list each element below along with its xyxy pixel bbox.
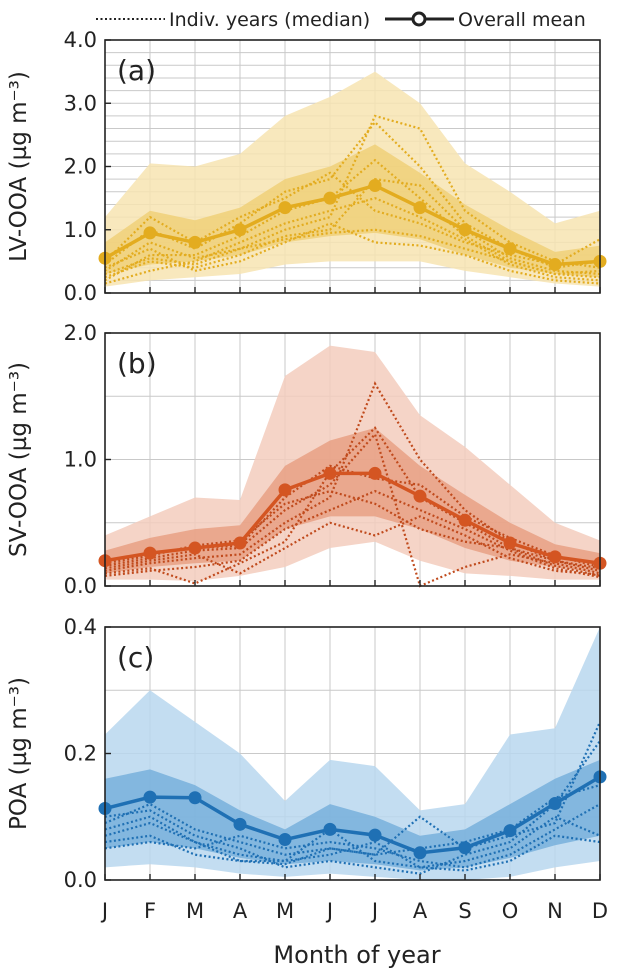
x-tick-label-5: M xyxy=(276,899,294,923)
legend-mean-label: Overall mean xyxy=(458,9,586,31)
mean-point-A xyxy=(233,223,247,237)
panel-label: (b) xyxy=(117,347,157,380)
individual-year-line-3 xyxy=(104,803,601,869)
individual-year-line-1 xyxy=(104,721,602,856)
y-tick-label: 3.0 xyxy=(64,91,97,115)
mean-point-J xyxy=(323,822,337,836)
mean-point-O xyxy=(503,536,517,550)
mean-point-O xyxy=(503,824,517,838)
mean-point-M xyxy=(188,791,202,805)
y-axis-label: LV-OOA (µg m⁻³) xyxy=(6,71,32,262)
x-tick-label-8: A xyxy=(413,899,428,923)
mean-point-M xyxy=(188,235,202,249)
x-tick-label-2: F xyxy=(144,899,156,923)
y-tick-label: 0.0 xyxy=(64,868,97,892)
individual-year-line-8 xyxy=(104,222,601,285)
mean-point-F xyxy=(143,226,157,240)
x-tick-label-1: J xyxy=(100,899,108,923)
y-tick-label: 4.0 xyxy=(64,28,97,52)
inner-range-band xyxy=(105,427,600,574)
mean-point-S xyxy=(458,223,472,237)
x-tick-label-3: M xyxy=(186,899,204,923)
mean-point-J xyxy=(368,828,382,842)
individual-year-line-3 xyxy=(104,426,601,585)
individual-year-line-5 xyxy=(104,815,601,872)
y-tick-label: 0.4 xyxy=(64,615,97,639)
y-tick-label: 1.0 xyxy=(64,448,97,472)
y-axis-label: SV-OOA (µg m⁻³) xyxy=(6,362,32,557)
x-tick-label-4: A xyxy=(233,899,248,923)
panel-b: 0.0 1.0 2.0 (b) SV-OOA (µg m⁻³) xyxy=(6,321,607,598)
panel-label: (a) xyxy=(117,54,156,87)
x-tick-label-11: N xyxy=(547,899,563,923)
mean-point-A xyxy=(413,489,427,503)
inner-range-band xyxy=(105,144,600,278)
panel-label: (c) xyxy=(117,641,154,674)
x-tick-label-9: S xyxy=(458,899,471,923)
mean-point-O xyxy=(503,242,517,256)
x-tick-label-7: J xyxy=(370,899,378,923)
panel-a: 0.0 1.0 2.0 3.0 4.0 (a) LV-OOA (µg m⁻³) xyxy=(6,28,607,305)
mean-point-J xyxy=(368,178,382,192)
mean-point-S xyxy=(458,513,472,527)
mean-point-S xyxy=(458,841,472,855)
x-tick-label-12: D xyxy=(592,899,608,923)
y-tick-label: 0.0 xyxy=(64,281,97,305)
mean-point-J xyxy=(368,466,382,480)
y-tick-label: 2.0 xyxy=(64,155,97,179)
mean-point-J xyxy=(323,466,337,480)
x-tick-label-6: J xyxy=(325,899,333,923)
y-tick-label: 0.2 xyxy=(64,742,97,766)
mean-point-M xyxy=(278,833,292,847)
mean-point-A xyxy=(233,536,247,550)
mean-point-M xyxy=(278,201,292,215)
y-tick-label: 1.0 xyxy=(64,218,97,242)
panel-c: 0.0 0.2 0.4 (c) POA (µg m⁻³) xyxy=(6,615,607,892)
legend-mean-marker xyxy=(411,11,427,27)
y-tick-label: 0.0 xyxy=(64,574,97,598)
mean-point-F xyxy=(143,790,157,804)
mean-point-J xyxy=(323,191,337,205)
mean-point-N xyxy=(548,550,562,564)
legend-indiv-label: Indiv. years (median) xyxy=(169,9,370,31)
individual-year-line-1 xyxy=(104,114,601,276)
mean-point-A xyxy=(233,817,247,831)
y-axis-label: POA (µg m⁻³) xyxy=(6,677,32,830)
individual-year-line-5 xyxy=(104,196,601,285)
mean-line xyxy=(104,471,601,565)
x-tick-label-10: O xyxy=(502,899,519,923)
legend: Indiv. years (median) Overall mean xyxy=(96,9,586,31)
individual-year-line-6 xyxy=(104,515,601,576)
individual-year-line-5 xyxy=(104,489,601,579)
mean-point-M xyxy=(188,541,202,555)
mean-point-F xyxy=(143,546,157,560)
mean-point-N xyxy=(548,258,562,272)
y-tick-label: 2.0 xyxy=(64,321,97,345)
individual-year-line-2 xyxy=(104,431,601,588)
mean-point-A xyxy=(413,846,427,860)
x-axis-label: Month of year xyxy=(273,941,440,969)
mean-point-M xyxy=(278,483,292,497)
mean-line xyxy=(104,183,601,267)
mean-point-N xyxy=(548,796,562,810)
mean-point-A xyxy=(413,201,427,215)
mean-line xyxy=(104,775,601,855)
